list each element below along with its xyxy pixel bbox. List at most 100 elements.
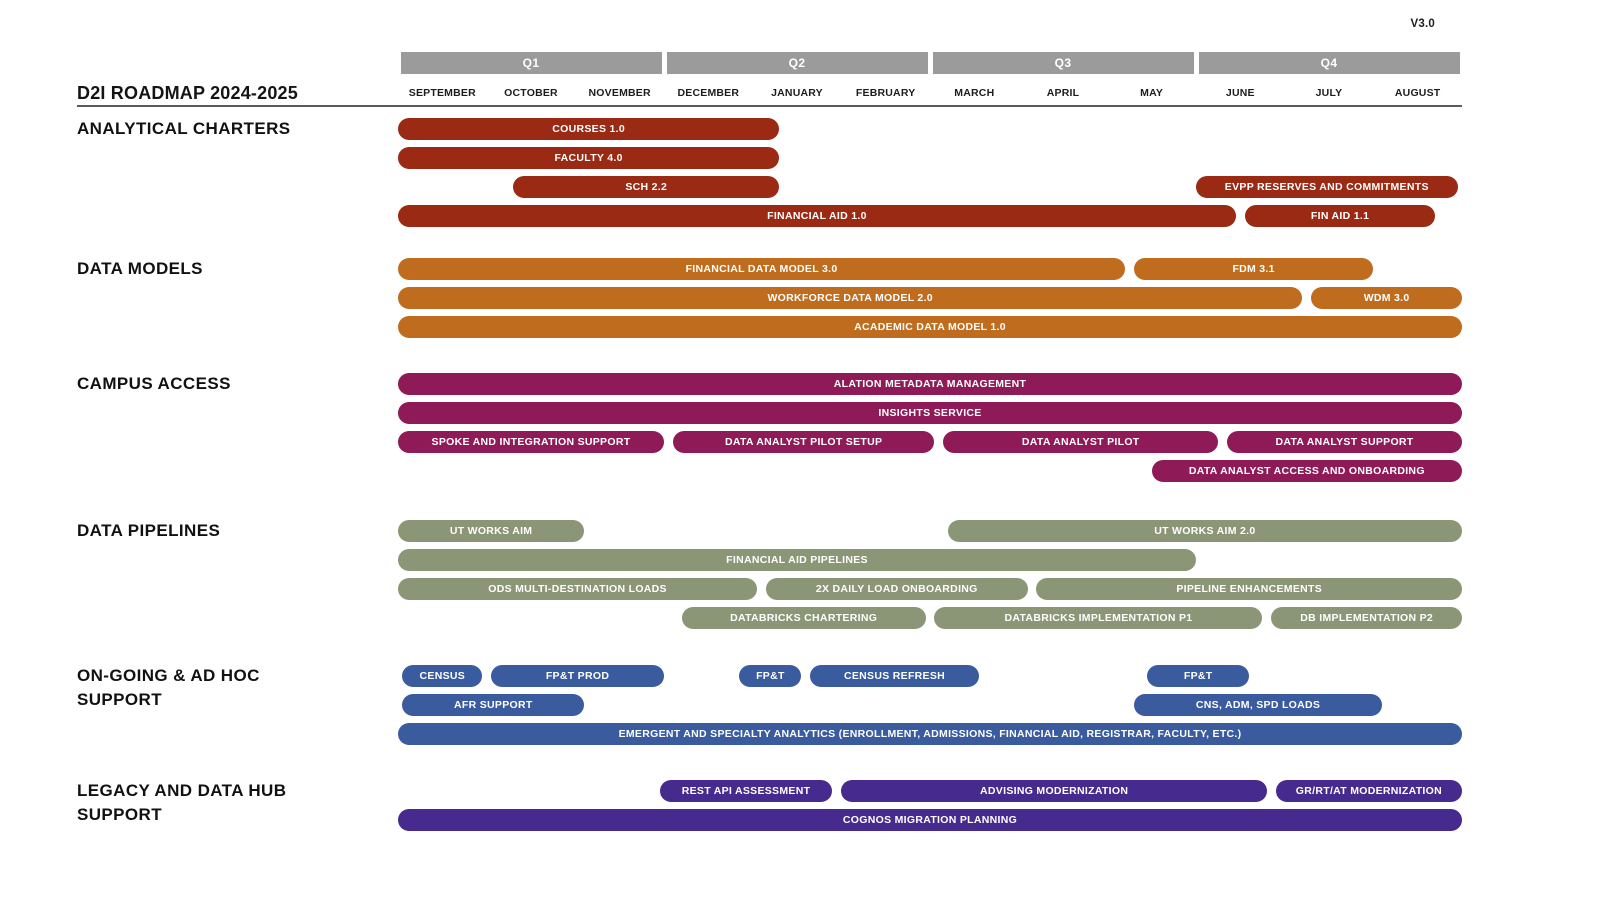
month-label-february: FEBRUARY [855,87,916,99]
month-label-november: NOVEMBER [588,87,651,99]
task-bar-label: FINANCIAL DATA MODEL 3.0 [685,263,838,275]
task-bar-databricks-implementation-p1: DATABRICKS IMPLEMENTATION P1 [934,607,1263,629]
task-bar-emergent-and-specialty-analytics-enrollment-admissions-financial-aid-registrar-faculty-etc: EMERGENT AND SPECIALTY ANALYTICS (ENROLL… [398,723,1462,745]
task-bar-ods-multi-destination-loads: ODS MULTI-DESTINATION LOADS [398,578,758,600]
task-bar-label: CENSUS [419,670,466,682]
task-bar-workforce-data-model-2-0: WORKFORCE DATA MODEL 2.0 [398,287,1303,309]
task-bar-label: UT WORKS AIM 2.0 [1154,525,1256,537]
month-label-july: JULY [1315,87,1343,99]
task-bar-fdm-3-1: FDM 3.1 [1133,258,1374,280]
task-bar-wdm-3-0: WDM 3.0 [1311,287,1462,309]
task-bar-label: FP&T PROD [545,670,610,682]
task-bar-ut-works-aim: UT WORKS AIM [398,520,585,542]
section-label-on-going-ad-hoc: ON-GOING & AD HOC SUPPORT [77,666,260,709]
task-bar-sch-2-2: SCH 2.2 [513,176,780,198]
quarter-bar-q2: Q2 [666,52,928,74]
task-bar-data-analyst-pilot: DATA ANALYST PILOT [943,431,1219,453]
task-bar-label: CENSUS REFRESH [843,670,946,682]
task-bar-label: FINANCIAL AID PIPELINES [726,554,868,566]
task-bar-label: ACADEMIC DATA MODEL 1.0 [854,321,1006,333]
task-bar-label: CNS, ADM, SPD LOADS [1195,699,1321,711]
task-bar-label: ADVISING MODERNIZATION [980,785,1129,797]
task-bar-financial-aid-pipelines: FINANCIAL AID PIPELINES [398,549,1196,571]
task-bar-academic-data-model-1-0: ACADEMIC DATA MODEL 1.0 [398,316,1462,338]
task-bar-data-analyst-access-and-onboarding: DATA ANALYST ACCESS AND ONBOARDING [1151,460,1462,482]
task-bar-spoke-and-integration-support: SPOKE AND INTEGRATION SUPPORT [398,431,664,453]
month-label-september: SEPTEMBER [408,87,476,99]
task-bar-courses-1-0: COURSES 1.0 [398,118,780,140]
section-label-campus-access: CAMPUS ACCESS [77,374,231,393]
task-bar-label: REST API ASSESSMENT [681,785,811,797]
task-bar-fp-t: FP&T [1147,665,1250,687]
task-bar-label: GR/RT/AT MODERNIZATION [1295,785,1442,797]
task-bar-label: AFR SUPPORT [454,699,533,711]
task-bar-2x-daily-load-onboarding: 2X DAILY LOAD ONBOARDING [765,578,1028,600]
task-bar-faculty-4-0: FACULTY 4.0 [398,147,780,169]
month-label-january: JANUARY [771,87,823,99]
task-bar-label: SPOKE AND INTEGRATION SUPPORT [431,436,631,448]
task-bar-label: FACULTY 4.0 [554,152,623,164]
task-bar-label: FIN AID 1.1 [1310,210,1370,222]
task-bar-label: UT WORKS AIM [449,525,533,537]
task-bar-fin-aid-1-1: FIN AID 1.1 [1244,205,1436,227]
month-label-may: MAY [1140,87,1164,99]
month-label-april: APRIL [1046,87,1080,99]
task-bar-label: DATA ANALYST SUPPORT [1275,436,1414,448]
task-bar-label: DATABRICKS CHARTERING [730,612,878,624]
month-label-august: AUGUST [1394,87,1441,99]
task-bar-gr-rt-at-modernization: GR/RT/AT MODERNIZATION [1275,780,1462,802]
month-label-march: MARCH [954,87,995,99]
section-label-data-pipelines: DATA PIPELINES [77,521,221,540]
quarter-bar-q3: Q3 [932,52,1194,74]
task-bar-financial-aid-1-0: FINANCIAL AID 1.0 [398,205,1236,227]
task-bar-label: WDM 3.0 [1363,292,1410,304]
task-bar-label: FINANCIAL AID 1.0 [767,210,867,222]
task-bar-data-analyst-support: DATA ANALYST SUPPORT [1227,431,1462,453]
section-label-legacy-and-data-hub: LEGACY AND DATA HUB SUPPORT [77,781,287,824]
header-rule [77,105,1462,107]
task-bar-label: INSIGHTS SERVICE [878,407,982,419]
page-title: D2I ROADMAP 2024-2025 [77,83,298,103]
task-bar-cns-adm-spd-loads: CNS, ADM, SPD LOADS [1133,694,1383,716]
task-bar-label: COGNOS MIGRATION PLANNING [842,814,1018,826]
task-bar-label: COURSES 1.0 [552,123,625,135]
task-bar-label: EMERGENT AND SPECIALTY ANALYTICS (ENROLL… [618,728,1242,740]
task-bar-label: DATA ANALYST ACCESS AND ONBOARDING [1188,465,1425,477]
task-bar-evpp-reserves-and-commitments: EVPP RESERVES AND COMMITMENTS [1196,176,1458,198]
quarter-bar-q4: Q4 [1198,52,1460,74]
task-bar-label: DB IMPLEMENTATION P2 [1300,612,1434,624]
version-label: V3.0 [1410,18,1435,30]
task-bar-insights-service: INSIGHTS SERVICE [398,402,1462,424]
task-bar-ut-works-aim-2-0: UT WORKS AIM 2.0 [947,520,1462,542]
task-bar-financial-data-model-3-0: FINANCIAL DATA MODEL 3.0 [398,258,1126,280]
task-bar-census-refresh: CENSUS REFRESH [810,665,979,687]
task-bar-data-analyst-pilot-setup: DATA ANALYST PILOT SETUP [672,431,935,453]
task-bar-label: FP&T [756,670,785,682]
task-bar-advising-modernization: ADVISING MODERNIZATION [841,780,1267,802]
section-label-analytical-charters: ANALYTICAL CHARTERS [77,119,291,138]
task-bar-census: CENSUS [402,665,483,687]
task-bar-afr-support: AFR SUPPORT [402,694,585,716]
task-bar-label: ODS MULTI-DESTINATION LOADS [488,583,667,595]
task-bar-cognos-migration-planning: COGNOS MIGRATION PLANNING [398,809,1462,831]
task-bar-alation-metadata-management: ALATION METADATA MANAGEMENT [398,373,1462,395]
month-label-october: OCTOBER [504,87,558,99]
task-bar-label: EVPP RESERVES AND COMMITMENTS [1224,181,1429,193]
month-label-december: DECEMBER [677,87,740,99]
task-bar-label: FDM 3.1 [1232,263,1275,275]
task-bar-fp-t-prod: FP&T PROD [491,665,664,687]
section-label-data-models: DATA MODELS [77,259,203,278]
task-bar-label: FP&T [1183,670,1213,682]
task-bar-fp-t: FP&T [739,665,802,687]
task-bar-databricks-chartering: DATABRICKS CHARTERING [681,607,926,629]
task-bar-label: DATA ANALYST PILOT SETUP [724,436,883,448]
task-bar-db-implementation-p2: DB IMPLEMENTATION P2 [1271,607,1462,629]
month-label-june: JUNE [1225,87,1255,99]
task-bar-label: WORKFORCE DATA MODEL 2.0 [767,292,933,304]
task-bar-label: 2X DAILY LOAD ONBOARDING [815,583,978,595]
task-bar-label: ALATION METADATA MANAGEMENT [833,378,1027,390]
task-bar-rest-api-assessment: REST API ASSESSMENT [659,780,833,802]
task-bar-label: PIPELINE ENHANCEMENTS [1176,583,1323,595]
task-bar-pipeline-enhancements: PIPELINE ENHANCEMENTS [1036,578,1462,600]
